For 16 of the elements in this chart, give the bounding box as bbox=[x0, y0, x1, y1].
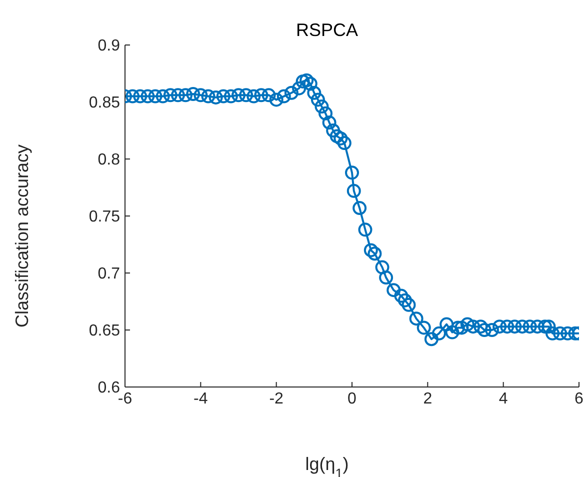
x-tick-label: 2 bbox=[423, 390, 432, 408]
x-tick-label: -2 bbox=[269, 390, 284, 408]
x-tick-label: 4 bbox=[498, 390, 508, 408]
y-tick-label: 0.85 bbox=[88, 94, 120, 112]
y-tick-label: 0.6 bbox=[98, 380, 120, 397]
x-tick-label: -6 bbox=[118, 390, 132, 408]
y-tick-label: 0.8 bbox=[98, 152, 120, 169]
y-tick-label: 0.7 bbox=[98, 266, 120, 283]
y-axis-title: Classification accuracy bbox=[12, 144, 32, 328]
y-tick-label: 0.75 bbox=[88, 208, 120, 226]
x-tick-label: -4 bbox=[194, 390, 208, 408]
x-tick-label: 6 bbox=[574, 390, 583, 408]
chart-title: RSPCA bbox=[296, 20, 358, 40]
x-tick-label: 0 bbox=[348, 390, 357, 408]
y-tick-label: 0.9 bbox=[98, 38, 120, 55]
y-tick-label: 0.65 bbox=[88, 322, 120, 340]
